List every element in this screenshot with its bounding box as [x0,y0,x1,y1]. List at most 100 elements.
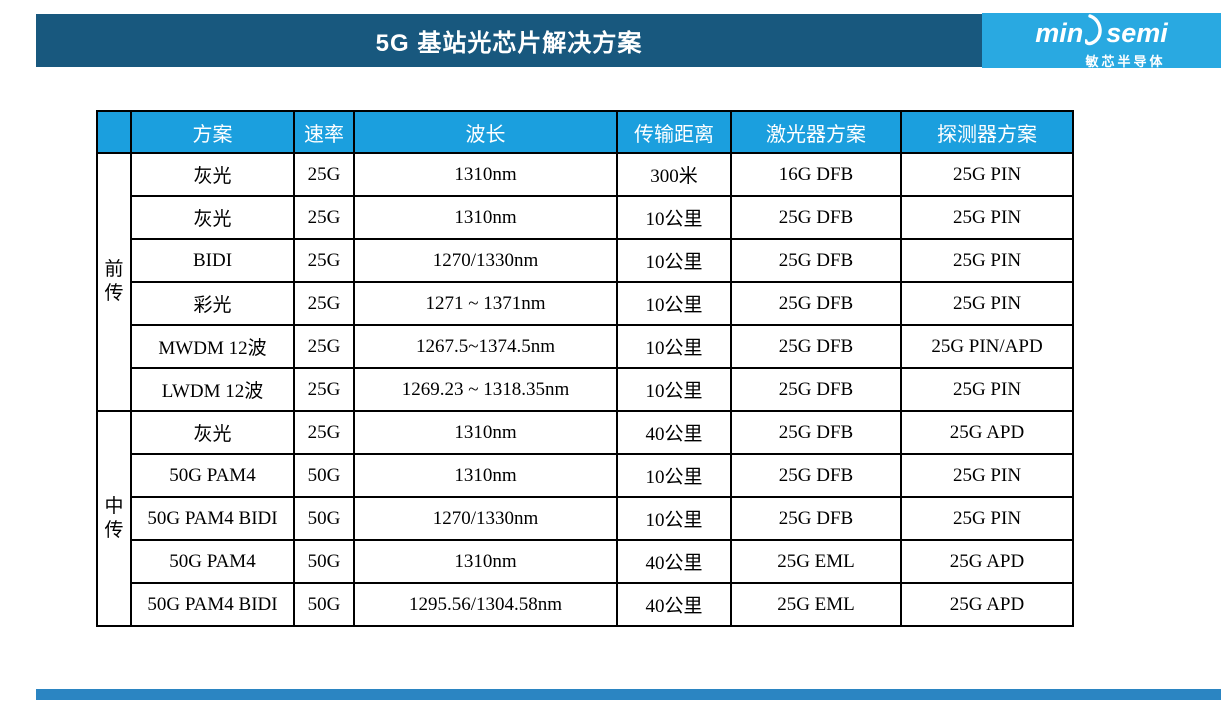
group-label-0: 前传 [96,152,132,412]
cell-rate: 25G [293,152,355,197]
cell-detector: 25G PIN [900,367,1074,412]
cell-detector: 25G PIN [900,152,1074,197]
cell-detector: 25G PIN [900,195,1074,240]
cell-scheme: 50G PAM4 [130,453,295,498]
cell-rate: 25G [293,195,355,240]
table-row: 50G PAM4 50G 1310nm 10公里 25G DFB 25G PIN [97,453,1074,498]
cell-wavelength: 1295.56/1304.58nm [353,582,618,627]
company-logo: min semi 敏芯半导体 [982,13,1221,68]
cell-laser: 25G EML [730,582,902,627]
cell-wavelength: 1267.5~1374.5nm [353,324,618,369]
cell-detector: 25G PIN [900,496,1074,541]
table-row: LWDM 12波 25G 1269.23 ~ 1318.35nm 10公里 25G DF… [97,367,1074,412]
table-row: 50G PAM4 50G 1310nm 40公里 25G EML 25G APD [97,539,1074,584]
cell-distance: 10公里 [616,453,732,498]
cell-scheme: 50G PAM4 BIDI [130,496,295,541]
cell-scheme: MWDM 12波 [130,324,295,369]
cell-wavelength: 1270/1330nm [353,238,618,283]
group-label-1: 中传 [96,410,132,627]
cell-rate: 50G [293,539,355,584]
header-cell-3: 传输距离 [616,110,732,154]
table-row: 灰光 25G 1310nm 10公里 25G DFB 25G PIN [97,195,1074,240]
cell-distance: 10公里 [616,367,732,412]
cell-distance: 300米 [616,152,732,197]
cell-rate: 50G [293,453,355,498]
cell-laser: 25G EML [730,539,902,584]
logo-text-suffix: semi [1106,18,1168,48]
header-cell-5: 探测器方案 [900,110,1074,154]
cell-laser: 25G DFB [730,367,902,412]
table-row: MWDM 12波 25G 1267.5~1374.5nm 10公里 25G DFB 25G… [97,324,1074,369]
cell-rate: 50G [293,496,355,541]
logo-wordmark: min semi [1035,13,1168,54]
title-banner: 5G 基站光芯片解决方案 [36,14,982,67]
cell-scheme: LWDM 12波 [130,367,295,412]
cell-laser: 25G DFB [730,453,902,498]
cell-laser: 25G DFB [730,238,902,283]
cell-scheme: 50G PAM4 [130,539,295,584]
cell-distance: 40公里 [616,539,732,584]
cell-rate: 25G [293,410,355,455]
cell-detector: 25G PIN [900,453,1074,498]
cell-detector: 25G APD [900,539,1074,584]
cell-wavelength: 1310nm [353,453,618,498]
table-row: 50G PAM4 BIDI 50G 1270/1330nm 10公里 25G DFB 25… [97,496,1074,541]
cell-rate: 25G [293,238,355,283]
cell-laser: 25G DFB [730,496,902,541]
cell-wavelength: 1269.23 ~ 1318.35nm [353,367,618,412]
table-row: 50G PAM4 BIDI 50G 1295.56/1304.58nm 40公里 25G… [97,582,1074,627]
table-row: BIDI 25G 1270/1330nm 10公里 25G DFB 25G PIN [97,238,1074,283]
table-header-row: 方案 速率 波长 传输距离 激光器方案 探测器方案 [96,110,1074,154]
header-cell-4: 激光器方案 [730,110,902,154]
logo-chinese-name: 敏芯半导体 [1085,53,1166,69]
cell-detector: 25G PIN/APD [900,324,1074,369]
cell-rate: 25G [293,367,355,412]
cell-wavelength: 1310nm [353,539,618,584]
cell-laser: 16G DFB [730,152,902,197]
cell-rate: 50G [293,582,355,627]
cell-detector: 25G PIN [900,281,1074,326]
cell-wavelength: 1310nm [353,152,618,197]
cell-scheme: 50G PAM4 BIDI [130,582,295,627]
cell-scheme: 灰光 [130,152,295,197]
cell-laser: 25G DFB [730,195,902,240]
header-cell-2: 波长 [353,110,618,154]
cell-wavelength: 1310nm [353,195,618,240]
cell-distance: 10公里 [616,281,732,326]
table-row: 中传 灰光 25G 1310nm 40公里 25G DFB 25G APD [96,410,1074,627]
cell-scheme: 灰光 [130,195,295,240]
logo-swoosh-icon [1084,13,1105,52]
cell-scheme: 灰光 [130,410,295,455]
cell-detector: 25G APD [900,582,1074,627]
header-cell-0: 方案 [130,110,295,154]
solutions-table: 方案 速率 波长 传输距离 激光器方案 探测器方案 前传 灰光 25G 1310nm 300米 16… [96,110,1074,627]
cell-laser: 25G DFB [730,324,902,369]
header-cell-1: 速率 [293,110,355,154]
cell-distance: 40公里 [616,410,732,455]
table-row: 彩光 25G 1271 ~ 1371nm 10公里 25G DFB 25G PIN [97,281,1074,326]
cell-laser: 25G DFB [730,410,902,455]
table-row: 前传 灰光 25G 1310nm 300米 16G DFB 25G PIN [96,152,1074,412]
cell-scheme: BIDI [130,238,295,283]
cell-distance: 10公里 [616,496,732,541]
cell-distance: 10公里 [616,324,732,369]
cell-wavelength: 1310nm [353,410,618,455]
table-head: 方案 速率 波长 传输距离 激光器方案 探测器方案 [96,110,1074,154]
cell-scheme: 彩光 [130,281,295,326]
cell-rate: 25G [293,281,355,326]
cell-detector: 25G APD [900,410,1074,455]
cell-rate: 25G [293,324,355,369]
cell-distance: 10公里 [616,195,732,240]
solutions-table-wrapper: 方案 速率 波长 传输距离 激光器方案 探测器方案 前传 灰光 25G 1310nm 300米 16… [96,110,1074,627]
cell-detector: 25G PIN [900,238,1074,283]
cell-distance: 40公里 [616,582,732,627]
header-cell-group [96,110,132,154]
cell-distance: 10公里 [616,238,732,283]
cell-laser: 25G DFB [730,281,902,326]
footer-accent-bar [36,689,1221,700]
logo-text-prefix: min [1035,18,1084,48]
cell-wavelength: 1271 ~ 1371nm [353,281,618,326]
page-title: 5G 基站光芯片解决方案 [375,30,643,57]
table-body: 前传 灰光 25G 1310nm 300米 16G DFB 25G PIN 灰光 25G 1310… [96,152,1074,627]
cell-wavelength: 1270/1330nm [353,496,618,541]
